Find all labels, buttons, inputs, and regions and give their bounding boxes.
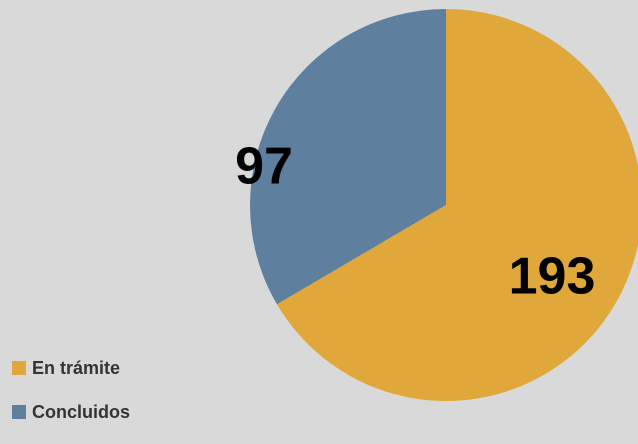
legend: En trámite Concluidos — [12, 356, 130, 444]
data-label-en-tramite: 193 — [509, 248, 596, 306]
legend-item-en-tramite: En trámite — [12, 356, 130, 380]
legend-swatch-en-tramite — [12, 361, 26, 375]
legend-label-concluidos: Concluidos — [32, 401, 130, 422]
legend-label-en-tramite: En trámite — [32, 357, 121, 378]
data-label-concluidos: 97 — [235, 138, 293, 196]
pie-slices — [249, 9, 638, 401]
pie-slice-en-tramite — [276, 9, 638, 401]
pie-slice-concluidos — [249, 9, 446, 305]
legend-item-concluidos: Concluidos — [12, 400, 130, 424]
pie-data-labels: 193 97 — [235, 138, 595, 306]
legend-swatch-concluidos — [12, 405, 26, 419]
